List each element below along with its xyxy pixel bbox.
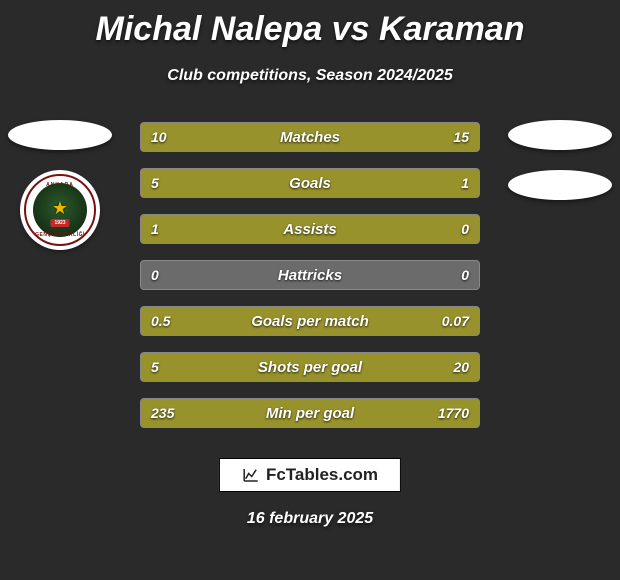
stat-row: 520Shots per goal — [140, 352, 480, 382]
stat-row: 51Goals — [140, 168, 480, 198]
stat-label: Goals — [141, 169, 479, 197]
brand-badge: FcTables.com — [219, 458, 401, 492]
player-photo-placeholder-right-1 — [508, 120, 612, 150]
club-badge-left: ANKARA ★ 1923 GENÇLERBİRLİĞİ — [20, 170, 100, 250]
chart-icon — [242, 466, 260, 484]
stat-label: Hattricks — [141, 261, 479, 289]
stat-row: 1015Matches — [140, 122, 480, 152]
subtitle: Club competitions, Season 2024/2025 — [0, 67, 620, 85]
stat-row: 10Assists — [140, 214, 480, 244]
stats-bars: 1015Matches 51Goals 10Assists 00Hattricks 0.… — [140, 122, 480, 428]
stat-row: 00Hattricks — [140, 260, 480, 290]
right-player-column — [500, 120, 620, 200]
player-photo-placeholder-left — [8, 120, 112, 150]
stat-row: 2351770Min per goal — [140, 398, 480, 428]
page-title: Michal Nalepa vs Karaman — [0, 0, 620, 49]
stat-label: Shots per goal — [141, 353, 479, 381]
player-photo-placeholder-right-2 — [508, 170, 612, 200]
stat-label: Assists — [141, 215, 479, 243]
stat-row: 0.50.07Goals per match — [140, 306, 480, 336]
footer-date: 16 february 2025 — [0, 510, 620, 528]
stat-label: Min per goal — [141, 399, 479, 427]
badge-star-icon: ★ — [52, 198, 68, 219]
badge-year: 1923 — [50, 219, 69, 227]
badge-bottom-text: GENÇLERBİRLİĞİ — [26, 232, 94, 238]
stat-label: Goals per match — [141, 307, 479, 335]
brand-text: FcTables.com — [266, 465, 378, 485]
left-player-column: ANKARA ★ 1923 GENÇLERBİRLİĞİ — [0, 120, 120, 250]
stat-label: Matches — [141, 123, 479, 151]
